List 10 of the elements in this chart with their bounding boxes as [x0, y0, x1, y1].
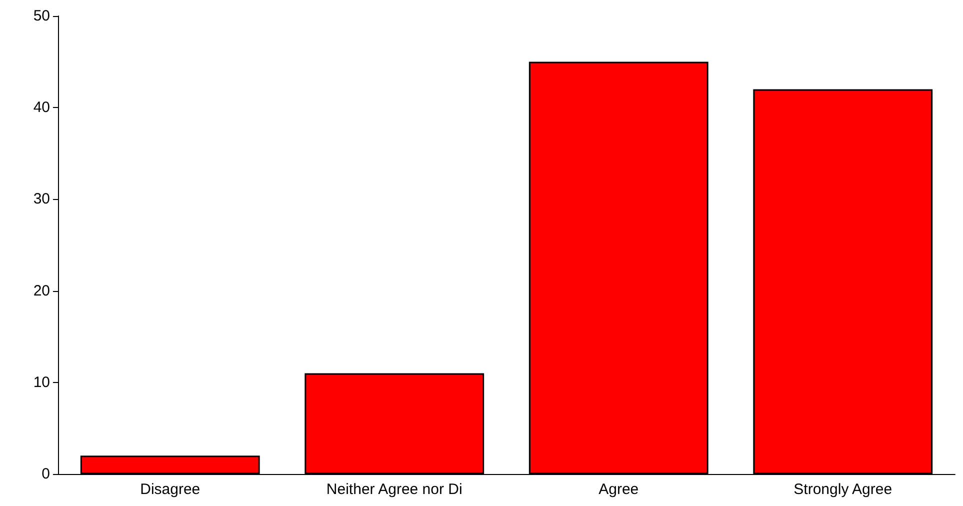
y-tick-label: 20 — [33, 282, 50, 300]
x-tick-label: Neither Agree nor Di — [326, 481, 462, 498]
y-tick-label: 30 — [33, 190, 50, 208]
x-tick-label: Agree — [598, 481, 639, 498]
x-tick-label: Disagree — [140, 481, 200, 498]
y-tick-label: 0 — [42, 466, 50, 482]
y-tick-label: 10 — [33, 374, 50, 391]
y-tick-label: 40 — [33, 99, 50, 116]
x-tick-label: Strongly Agree — [794, 481, 892, 498]
y-tick-label: 50 — [33, 8, 50, 24]
